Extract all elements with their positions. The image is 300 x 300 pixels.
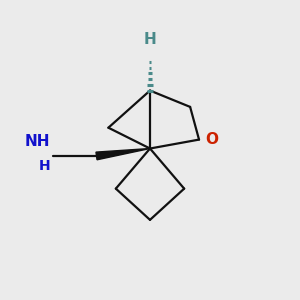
Text: O: O: [206, 132, 219, 147]
Text: H: H: [39, 159, 50, 173]
Text: NH: NH: [25, 134, 50, 149]
Text: H: H: [144, 32, 156, 47]
Polygon shape: [96, 148, 150, 160]
